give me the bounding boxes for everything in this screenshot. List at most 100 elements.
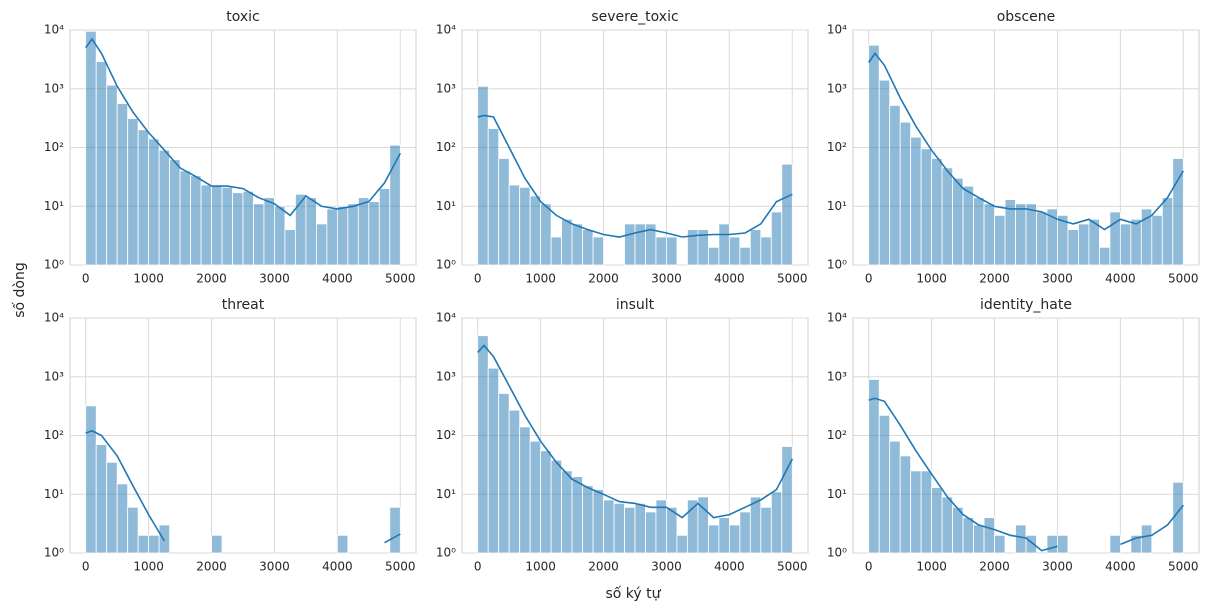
histogram-bar: [770, 211, 783, 266]
histogram-bar: [1046, 534, 1058, 554]
x-tick-label: 0: [82, 560, 90, 574]
histogram-bar: [592, 489, 604, 554]
histogram-bar: [389, 144, 401, 266]
x-tick-label: 0: [865, 560, 873, 574]
x-tick-label: 0: [865, 272, 873, 286]
histogram-bar: [179, 170, 191, 266]
histogram-bar: [540, 450, 552, 554]
histogram-bar: [760, 236, 772, 266]
histogram-bar: [190, 175, 202, 266]
histogram-bar: [1140, 524, 1153, 554]
histogram-bar: [910, 470, 922, 554]
histogram-bar: [983, 517, 995, 554]
x-tick-label: 2000: [588, 272, 619, 286]
histogram-bar: [127, 118, 139, 266]
histogram-bar: [603, 499, 615, 554]
y-tick-label: 10²: [827, 428, 847, 442]
histogram-bar: [1161, 197, 1174, 266]
histogram-bar: [1015, 524, 1027, 554]
histogram-bar: [148, 138, 160, 266]
x-tick-label: 3000: [259, 560, 290, 574]
y-tick-label: 10³: [436, 369, 456, 383]
histogram-bar: [676, 534, 688, 554]
y-tick-label: 10²: [436, 428, 456, 442]
x-tick-label: 2000: [979, 272, 1010, 286]
x-tick-label: 4000: [322, 272, 353, 286]
histogram-bar: [169, 159, 181, 266]
x-tick-label: 5000: [385, 560, 416, 574]
y-tick-label: 10³: [44, 369, 64, 383]
histogram-bar: [487, 367, 500, 554]
histogram-bar: [519, 186, 531, 266]
histogram-bar: [1078, 223, 1090, 266]
x-tick-label: 4000: [1105, 560, 1136, 574]
histogram-bar: [106, 84, 118, 266]
histogram-bar: [592, 236, 604, 266]
histogram-bar: [1036, 211, 1048, 266]
histogram-bar: [645, 511, 657, 554]
histogram-bar: [274, 205, 286, 266]
histogram-bar: [232, 192, 244, 266]
x-tick-label: 3000: [651, 560, 682, 574]
histogram-bar: [910, 136, 922, 266]
y-tick-label: 10¹: [827, 487, 847, 501]
x-axis-label: số ký tự: [605, 585, 661, 602]
histogram-bar: [770, 491, 783, 554]
kde-line: [85, 429, 401, 544]
histogram-bar: [221, 186, 233, 266]
histogram-bar: [85, 30, 97, 266]
histogram-bar: [973, 524, 985, 554]
histogram-bar: [1172, 158, 1184, 266]
histogram-bar: [95, 444, 108, 554]
histogram-bar: [1109, 534, 1121, 554]
histogram-bar: [508, 184, 521, 266]
y-tick-label: 10²: [44, 140, 64, 154]
y-axis-label: số dòng: [11, 262, 28, 318]
histogram-bar: [1098, 246, 1111, 266]
histogram-bar: [378, 188, 391, 266]
x-tick-label: 5000: [385, 272, 416, 286]
histogram-bar: [1088, 218, 1100, 266]
histogram-bar: [920, 470, 933, 554]
histogram-bar: [749, 229, 762, 266]
histogram-bar: [85, 405, 97, 554]
kde-line: [477, 114, 793, 238]
x-tick-label: 0: [82, 272, 90, 286]
histogram-bar: [158, 149, 171, 266]
x-tick-label: 2000: [979, 560, 1010, 574]
y-tick-label: 10²: [44, 428, 64, 442]
histogram-bar: [347, 203, 359, 266]
histogram-bar: [519, 426, 531, 554]
kde-line: [868, 52, 1184, 231]
x-tick-label: 0: [474, 272, 482, 286]
histogram-bar: [728, 236, 741, 266]
y-tick-label: 10⁰: [44, 258, 64, 272]
histogram-bar: [106, 461, 118, 554]
histogram-bar: [781, 446, 793, 554]
histogram-bar: [941, 496, 954, 554]
histogram-bar: [655, 236, 667, 266]
histogram-bar: [899, 121, 912, 266]
histogram-bar: [116, 103, 129, 266]
x-tick-label: 3000: [1042, 272, 1073, 286]
x-tick-label: 2000: [196, 560, 227, 574]
kde-line: [85, 37, 402, 217]
histogram-bar: [931, 487, 943, 554]
histogram-bar: [487, 128, 500, 266]
histogram-bar: [477, 85, 489, 266]
x-tick-label: 3000: [259, 272, 290, 286]
histogram-bar: [137, 129, 150, 266]
x-tick-label: 5000: [1168, 560, 1199, 574]
histogram-bar: [889, 440, 901, 554]
subplot-title: insult: [616, 297, 655, 313]
histogram-bar: [1067, 229, 1079, 266]
x-tick-label: 1000: [916, 272, 947, 286]
y-tick-label: 10²: [436, 140, 456, 154]
histogram-bar: [550, 236, 563, 266]
histogram-bar: [624, 223, 636, 266]
histogram-bar: [1119, 223, 1132, 266]
x-tick-label: 3000: [1042, 560, 1073, 574]
histogram-bar: [477, 335, 489, 554]
histogram-bar: [718, 517, 730, 554]
histogram-bar: [95, 61, 108, 266]
